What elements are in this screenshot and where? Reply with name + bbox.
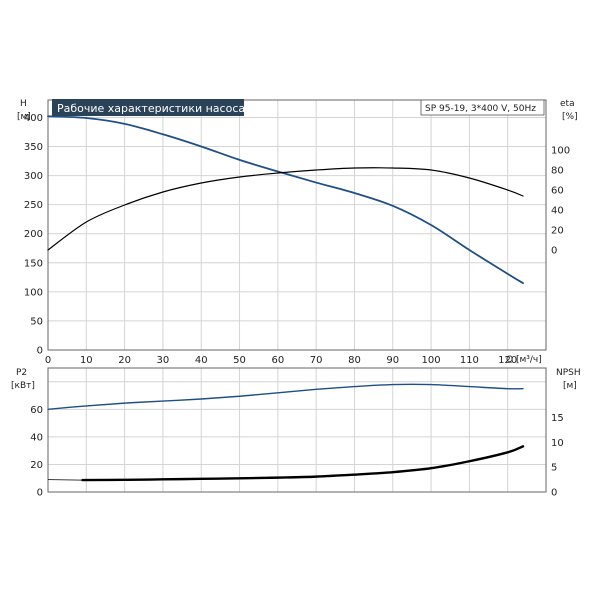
y-left-tick-label: 350: [24, 142, 43, 153]
x-tick-label: 30: [157, 355, 170, 366]
npsh-axis-unit: [м]: [563, 381, 577, 391]
y-right-tick-label: 100: [551, 146, 570, 157]
p2-tick-label: 60: [30, 405, 43, 416]
x-tick-label: 70: [310, 355, 323, 366]
p2-tick-label: 0: [37, 488, 43, 499]
y-left-tick-label: 200: [24, 229, 43, 240]
lower-panel: 0 20 40 60 0 5 10 15 P2 [кВт] NPSH [м]: [11, 367, 581, 499]
lower-plot-frame: [47, 367, 547, 493]
x-tick-label: 100: [422, 355, 441, 366]
upper-series: [47, 115, 524, 285]
x-tick-label: 120: [498, 355, 517, 366]
y-left-tick-label: 150: [24, 258, 43, 269]
x-tick-label: 0: [45, 355, 51, 366]
y-right-tick-label: 40: [551, 206, 564, 217]
x-tick-label: 40: [195, 355, 208, 366]
legend-box: [420, 99, 545, 116]
lower-series: [47, 383, 525, 482]
x-tick-label: 50: [233, 355, 246, 366]
efficiency-curve-line: [47, 167, 524, 251]
upper-tick-labels: 0 10 20 30 40 50 60 70 80 90 100 110 120050100150200…: [24, 113, 570, 366]
y-right-axis-unit: [%]: [562, 112, 578, 122]
y-left-tick-label: 400: [24, 113, 43, 124]
y-left-tick-label: 300: [24, 171, 43, 182]
legend-label: SP 95-19, 3*400 V, 50Hz: [425, 104, 536, 114]
p2-tick-label: 40: [30, 432, 43, 443]
x-tick-label: 10: [80, 355, 93, 366]
y-left-tick-label: 100: [24, 287, 43, 298]
x-tick-label: 60: [271, 355, 284, 366]
y-right-tick-label: 20: [551, 226, 564, 237]
upper-panel: 0 10 20 30 40 50 60 70 80 90 100 110 120050100150200…: [17, 99, 578, 366]
y-right-axis-label: eta: [560, 99, 575, 109]
power-curve-line: [47, 383, 524, 411]
head-curve-line: [47, 115, 524, 285]
npsh-tick-label: 0: [551, 488, 557, 499]
y-right-tick-label: 80: [551, 166, 564, 177]
chart-title: Рабочие характеристики насоса: [57, 102, 245, 115]
x-axis-label: Q [м³/ч]: [506, 355, 542, 365]
npsh-curve-line: [81, 445, 525, 482]
x-tick-label: 80: [348, 355, 361, 366]
upper-plot-frame: [47, 99, 547, 351]
x-tick-label: 20: [118, 355, 131, 366]
npsh-tick-label: 10: [551, 438, 564, 449]
npsh-tick-label: 15: [551, 413, 564, 424]
x-tick-label: 90: [386, 355, 399, 366]
p2-axis-unit: [кВт]: [11, 381, 35, 391]
npsh-tick-label: 5: [551, 463, 557, 474]
y-right-tick-label: 60: [551, 186, 564, 197]
chart-title-box: [52, 99, 244, 116]
y-left-axis-label: H: [20, 99, 27, 109]
x-tick-label: 110: [460, 355, 479, 366]
p2-axis-label: P2: [16, 368, 27, 378]
y-left-axis-unit: [м]: [17, 112, 31, 122]
y-right-tick-label: 0: [551, 246, 557, 257]
upper-plot-area: [48, 100, 546, 350]
lower-plot-area: [48, 368, 546, 492]
y-left-tick-label: 50: [30, 316, 43, 327]
npsh-axis-label: NPSH: [556, 368, 581, 378]
y-left-tick-label: 250: [24, 200, 43, 211]
y-left-tick-label: 0: [37, 346, 43, 357]
p2-tick-label: 20: [30, 460, 43, 471]
lower-tick-labels: 0 20 40 60 0 5 10 15: [30, 405, 563, 499]
